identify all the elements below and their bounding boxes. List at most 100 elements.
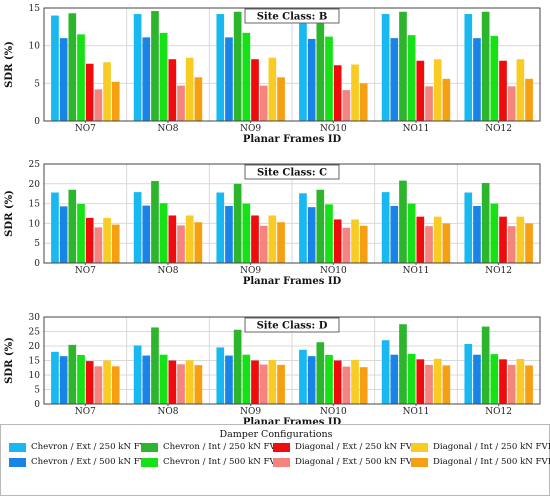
bar: [351, 219, 359, 263]
bar: [464, 14, 473, 122]
bar: [194, 77, 203, 121]
bar: [277, 222, 285, 263]
bar: [68, 13, 77, 122]
bar: [507, 86, 516, 121]
bar: [473, 38, 481, 122]
bar: [399, 180, 407, 263]
bar: [59, 356, 68, 404]
bar: [151, 11, 159, 121]
bar: [342, 90, 351, 121]
bar: [242, 203, 251, 263]
bar: [216, 192, 225, 263]
legend-swatch: [141, 442, 158, 452]
x-tick-label: NO7: [75, 266, 96, 276]
x-tick-label: NO12: [485, 124, 512, 134]
bar: [159, 203, 168, 263]
bar: [259, 225, 268, 263]
bar: [381, 14, 390, 122]
x-tick-label: NO7: [75, 124, 96, 134]
legend-item: Diagonal / Int / 250 kN FVD: [411, 442, 550, 452]
bar: [151, 327, 159, 404]
legend-label: Chevron / Ext / 500 kN FVD: [31, 457, 153, 467]
bar: [473, 205, 481, 263]
site-class-box: [244, 8, 340, 24]
bar: [103, 217, 111, 263]
bar: [185, 57, 194, 121]
bar: [142, 205, 151, 263]
x-tick-label: NO9: [240, 407, 261, 417]
bar: [225, 37, 233, 121]
bar: [233, 329, 242, 404]
bar: [359, 83, 368, 121]
bar: [507, 364, 516, 404]
bar: [442, 365, 451, 404]
y-tick-label: 10: [29, 219, 41, 229]
bar: [177, 85, 185, 121]
legend-box: Damper Configurations Chevron / Ext / 25…: [0, 424, 550, 496]
legend-item: Diagonal / Int / 500 kN FVD: [411, 457, 550, 467]
bar: [342, 227, 351, 263]
y-tick-label: 5: [34, 386, 40, 396]
bar: [499, 216, 507, 263]
bar: [51, 351, 59, 404]
legend-item: Chevron / Int / 250 kN FVD: [141, 442, 283, 452]
bar: [216, 14, 225, 122]
bar: [268, 215, 277, 263]
bar: [168, 215, 177, 263]
bar: [259, 364, 268, 404]
bar: [299, 193, 307, 263]
bar: [251, 360, 259, 404]
x-tick-label: NO11: [403, 124, 430, 134]
bar: [185, 360, 194, 404]
bar: [168, 360, 177, 404]
y-tick-label: 15: [29, 200, 41, 210]
site-class-box: [244, 164, 340, 180]
bar: [490, 35, 499, 121]
bar: [159, 354, 168, 404]
bar: [442, 78, 451, 121]
bar: [251, 215, 259, 263]
bar: [94, 227, 103, 263]
bar: [490, 354, 499, 404]
bar: [351, 359, 359, 404]
bar: [481, 326, 490, 404]
chart-panel-1: 0 5 10 15 NO7 NO8 NO9 NO10 NO11 NO12 Site Class: B…: [4, 4, 541, 145]
x-tick-label: NO11: [403, 266, 430, 276]
bar: [359, 225, 368, 263]
bar: [433, 59, 442, 121]
legend-label: Diagonal / Ext / 250 kN FVD: [295, 442, 419, 452]
bar: [194, 365, 203, 404]
bar: [407, 353, 416, 404]
bar: [359, 367, 368, 404]
figure-canvas: 0 5 10 15 NO7 NO8 NO9 NO10 NO11 NO12 Site Class: B…: [4, 4, 541, 424]
bar: [333, 219, 342, 263]
legend-item: Diagonal / Ext / 500 kN FVD: [273, 457, 419, 467]
y-tick-label: 10: [29, 42, 41, 52]
chart-panel-2: 0 5 10 15 20 25 NO7 NO8 NO9 NO10 NO11 NO12 Site Clas…: [4, 160, 541, 287]
bar: [381, 340, 390, 404]
bar: [59, 38, 68, 122]
bar: [316, 342, 325, 404]
y-tick-label: 15: [29, 4, 41, 14]
bar: [481, 11, 490, 122]
bar: [316, 13, 325, 122]
site-class-box: [244, 317, 340, 333]
x-tick-label: NO9: [240, 266, 261, 276]
x-tick-label: NO10: [320, 266, 347, 276]
legend-item: Chevron / Int / 500 kN FVD: [141, 457, 283, 467]
legend-label: Chevron / Int / 500 kN FVD: [163, 457, 283, 467]
bar: [51, 15, 59, 121]
bar: [390, 205, 399, 263]
bar: [516, 216, 525, 263]
x-tick-label: NO9: [240, 124, 261, 134]
bar: [85, 217, 94, 263]
legend-label: Chevron / Ext / 250 kN FVD: [31, 442, 153, 452]
bar: [299, 15, 307, 121]
bar: [499, 359, 507, 404]
x-tick-label: NO12: [485, 407, 512, 417]
y-tick-label: 10: [29, 371, 41, 381]
legend-title: Damper Configurations: [219, 429, 333, 440]
bar: [225, 205, 233, 263]
y-tick-label: 0: [34, 400, 40, 410]
bar: [111, 224, 120, 263]
